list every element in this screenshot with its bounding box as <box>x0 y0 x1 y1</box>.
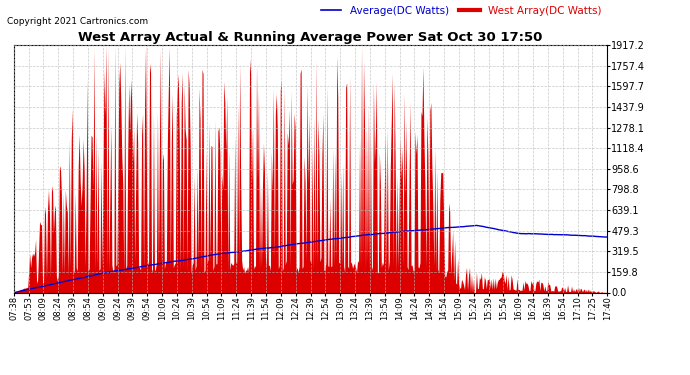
Text: Copyright 2021 Cartronics.com: Copyright 2021 Cartronics.com <box>7 17 148 26</box>
Title: West Array Actual & Running Average Power Sat Oct 30 17:50: West Array Actual & Running Average Powe… <box>78 31 543 44</box>
Legend: Average(DC Watts), West Array(DC Watts): Average(DC Watts), West Array(DC Watts) <box>321 6 602 16</box>
